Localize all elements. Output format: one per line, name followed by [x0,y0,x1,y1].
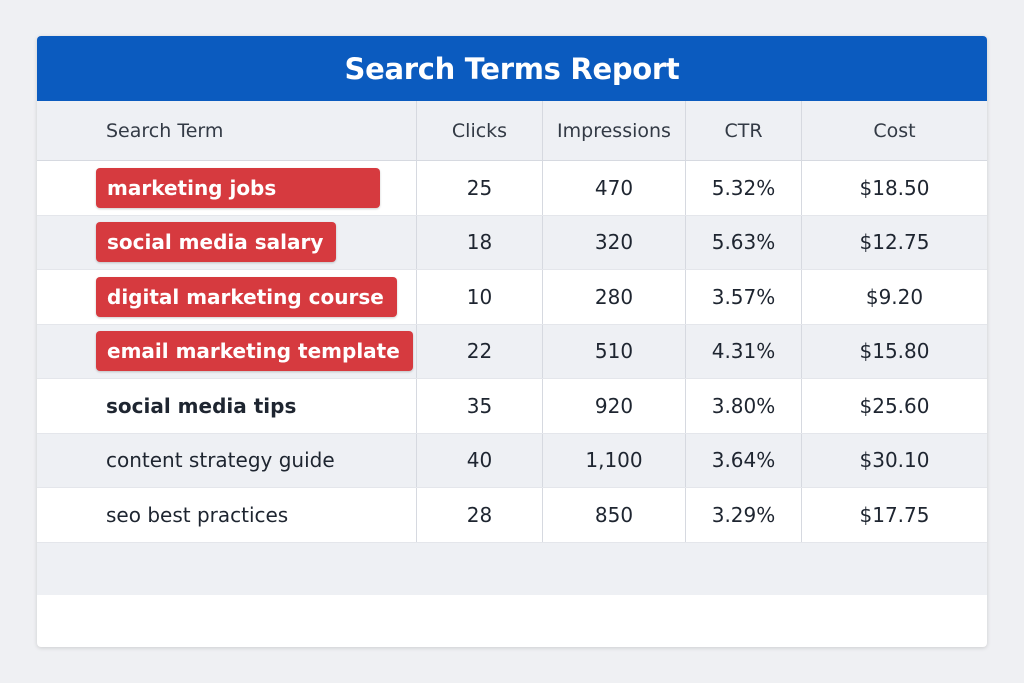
column-header: Impressions [543,101,686,160]
empty-row [37,595,987,647]
table-row: social media tips 35 920 3.80% $25.60 [37,379,987,434]
metric-cell: 3.64% [686,433,802,487]
search-term-cell: social media tips [37,379,417,433]
metric-cell: 3.80% [686,379,802,433]
metric-cell: $18.50 [859,175,930,200]
search-term-cell: digital marketing course [37,270,417,324]
metric-cell: 10 [417,270,543,324]
highlighted-term: digital marketing course [96,276,397,317]
metric-cell: 4.31% [686,324,802,378]
metric-cell: 320 [543,215,686,269]
metric-cell: 3.29% [686,488,802,542]
table-row: digital marketing course 10 280 3.57% $9.20 [37,270,987,325]
metric-cell: 22 [417,324,543,378]
highlighted-term: email marketing template [96,331,413,372]
empty-row [37,542,987,595]
highlighted-term: social media salary [96,222,337,263]
column-header: Clicks [417,101,543,160]
metric-cell: 5.63% [686,215,802,269]
metric-cell: 280 [543,270,686,324]
table-header: Search Term Clicks Impressions CTR Cost [37,101,987,161]
column-header: Search Term [37,101,417,160]
column-header: CTR [686,101,802,160]
report-card: Search Terms Report Search Term Clicks Imp… [37,36,987,647]
metric-cell: $15.80 [859,339,930,364]
metric-cell: 40 [417,433,543,487]
search-term: social media tips [106,393,297,418]
metric-cell: 3.57% [686,270,802,324]
search-term-cell: social media salary [37,215,417,269]
table-row: marketing jobs 25 470 5.32% $18.50 [37,161,987,216]
metric-cell: $30.10 [859,448,930,473]
table-row: content strategy guide 40 1,100 3.64% $30.10 [37,433,987,488]
table-row: social media salary 18 320 5.63% $12.75 [37,215,987,270]
search-term-cell: email marketing template [37,324,417,378]
metric-cell: 35 [417,379,543,433]
search-term-cell: seo best practices [37,488,417,542]
metric-cell: $17.75 [859,502,930,527]
metric-cell: 470 [543,161,686,215]
metric-cell: 850 [543,488,686,542]
metric-cell: 1,100 [543,433,686,487]
metric-cell: $9.20 [865,284,924,309]
metric-cell: 25 [417,161,543,215]
search-term-cell: content strategy guide [37,433,417,487]
table-row: seo best practices 28 850 3.29% $17.75 [37,488,987,543]
metric-cell: 5.32% [686,161,802,215]
column-header: Cost [873,119,916,142]
highlighted-term: marketing jobs [96,167,380,208]
metric-cell: $12.75 [859,230,930,255]
search-term-cell: marketing jobs [37,161,417,215]
metric-cell: $25.60 [859,393,930,418]
search-term: content strategy guide [106,448,335,473]
metric-cell: 920 [543,379,686,433]
search-term: seo best practices [106,502,289,527]
metric-cell: 28 [417,488,543,542]
report-title: Search Terms Report [37,36,987,101]
table-body: marketing jobs 25 470 5.32% $18.50 social med… [37,161,987,543]
metric-cell: 510 [543,324,686,378]
metric-cell: 18 [417,215,543,269]
table-row: email marketing template 22 510 4.31% $15.80 [37,324,987,379]
